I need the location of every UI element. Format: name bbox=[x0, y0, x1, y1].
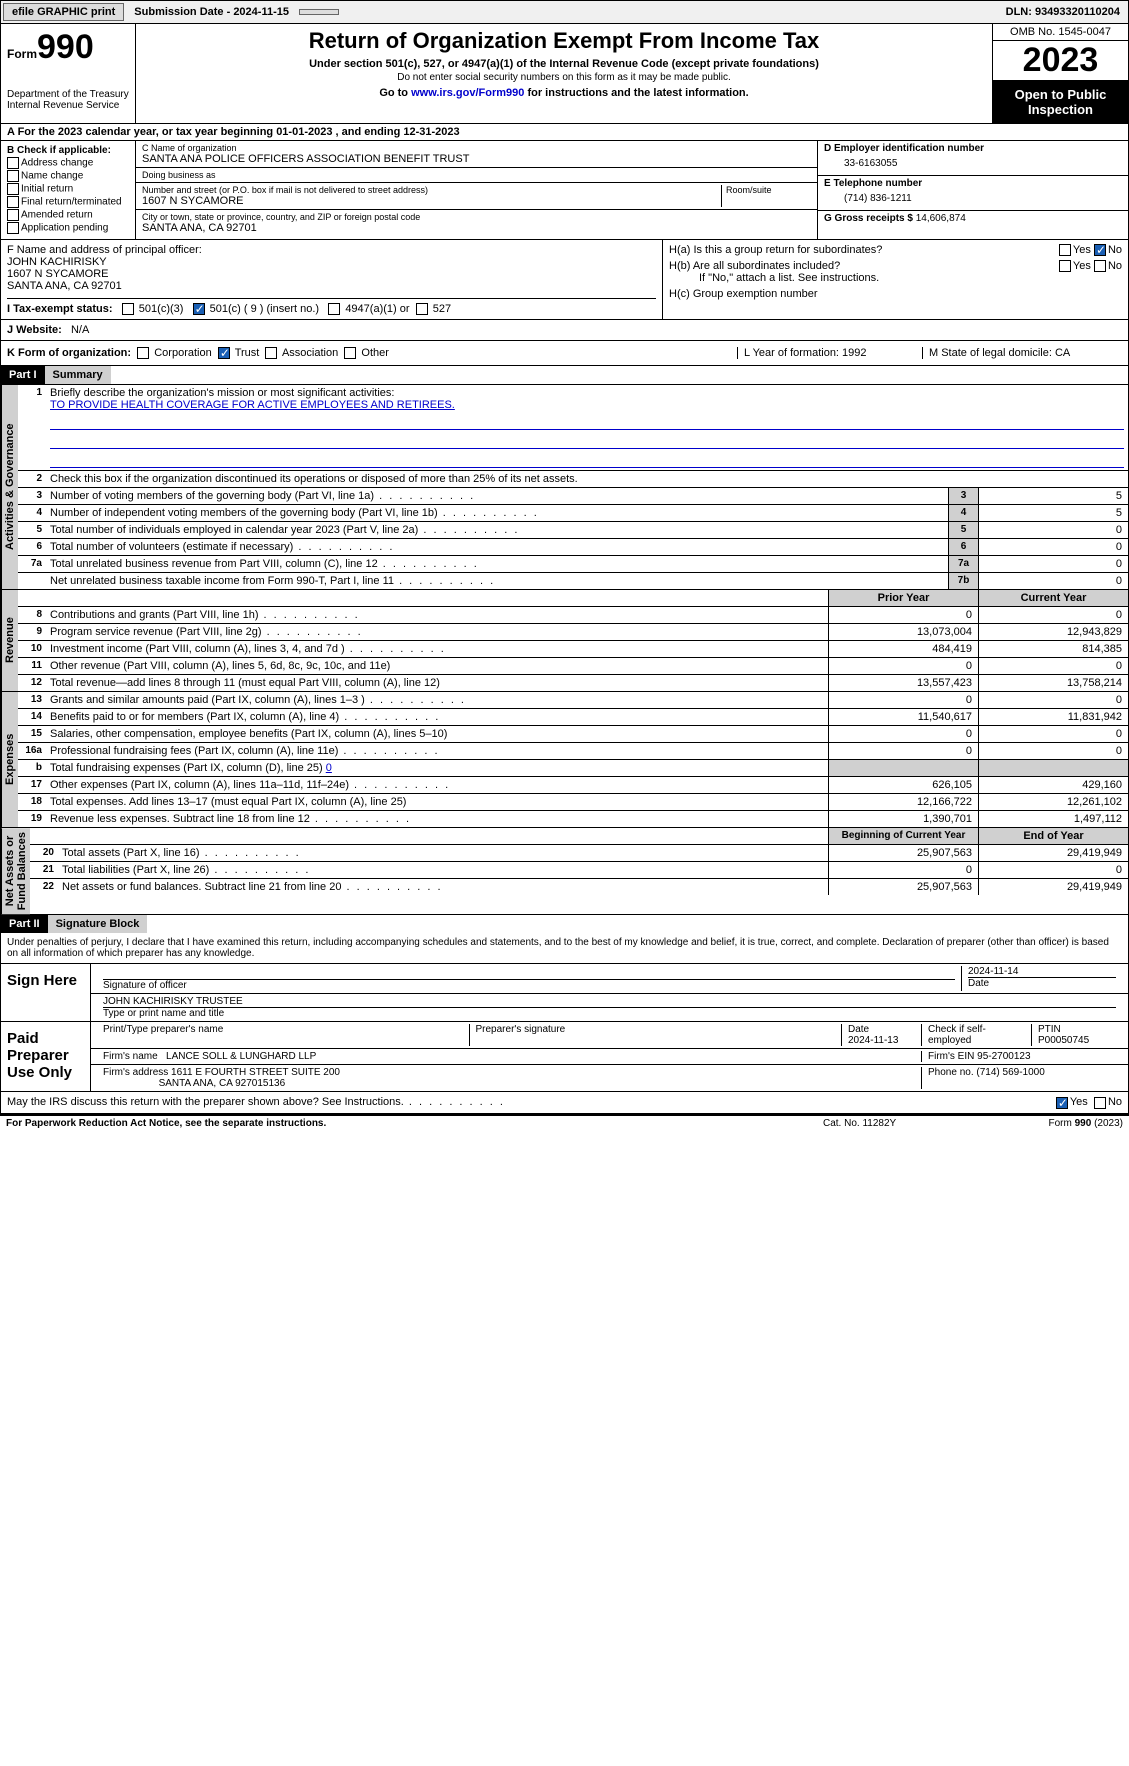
box-deg: D Employer identification number 33-6163… bbox=[818, 141, 1128, 239]
state-domicile: M State of legal domicile: CA bbox=[922, 347, 1122, 359]
discuss-no[interactable] bbox=[1094, 1097, 1106, 1109]
org-name: SANTA ANA POLICE OFFICERS ASSOCIATION BE… bbox=[142, 153, 811, 165]
v7b: 0 bbox=[978, 573, 1128, 589]
omb-number: OMB No. 1545-0047 bbox=[993, 24, 1128, 41]
checkbox-4947[interactable] bbox=[328, 303, 340, 315]
box-b: B Check if applicable: Address change Na… bbox=[1, 141, 136, 239]
row-fh: F Name and address of principal officer:… bbox=[0, 240, 1129, 320]
hb-yes[interactable] bbox=[1059, 260, 1071, 272]
section-netassets: Net Assets or Fund Balances Beginning of… bbox=[0, 828, 1129, 915]
officer-sig-name: JOHN KACHIRISKY TRUSTEE bbox=[103, 996, 1116, 1008]
k-corp[interactable] bbox=[137, 347, 149, 359]
v4: 5 bbox=[978, 505, 1128, 521]
goto-line: Go to www.irs.gov/Form990 for instructio… bbox=[142, 87, 986, 99]
perjury-declaration: Under penalties of perjury, I declare th… bbox=[1, 933, 1128, 964]
row-a-tax-year: A For the 2023 calendar year, or tax yea… bbox=[0, 123, 1129, 141]
part1-header: Part ISummary bbox=[0, 366, 1129, 384]
submission-date: Submission Date - 2024-11-15 bbox=[126, 4, 297, 20]
k-trust[interactable] bbox=[218, 347, 230, 359]
mission: TO PROVIDE HEALTH COVERAGE FOR ACTIVE EM… bbox=[50, 399, 455, 411]
checkbox-501c3[interactable] bbox=[122, 303, 134, 315]
department: Department of the Treasury Internal Reve… bbox=[7, 89, 129, 111]
year-formation: L Year of formation: 1992 bbox=[737, 347, 922, 359]
paid-preparer-label: Paid Preparer Use Only bbox=[1, 1022, 91, 1091]
checkbox-527[interactable] bbox=[416, 303, 428, 315]
entity-grid: B Check if applicable: Address change Na… bbox=[0, 141, 1129, 240]
form-subtitle: Under section 501(c), 527, or 4947(a)(1)… bbox=[142, 58, 986, 70]
discuss-yes[interactable] bbox=[1056, 1097, 1068, 1109]
website: N/A bbox=[71, 324, 89, 336]
box-h: H(a) Is this a group return for subordin… bbox=[663, 240, 1128, 319]
ha-no[interactable] bbox=[1094, 244, 1106, 256]
tax-year: 2023 bbox=[993, 41, 1128, 81]
v5: 0 bbox=[978, 522, 1128, 538]
officer-name: JOHN KACHIRISKY bbox=[7, 256, 656, 268]
box-c: C Name of organization SANTA ANA POLICE … bbox=[136, 141, 818, 239]
section-activities: Activities & Governance 1 Briefly descri… bbox=[0, 384, 1129, 590]
section-expenses: Expenses 13Grants and similar amounts pa… bbox=[0, 692, 1129, 828]
firm-phone: (714) 569-1000 bbox=[976, 1067, 1044, 1078]
no-ssn-note: Do not enter social security numbers on … bbox=[142, 72, 986, 83]
signature-block: Under penalties of perjury, I declare th… bbox=[0, 933, 1129, 1113]
v6: 0 bbox=[978, 539, 1128, 555]
gross-receipts: 14,606,874 bbox=[916, 213, 966, 224]
firm-name: LANCE SOLL & LUNGHARD LLP bbox=[166, 1051, 316, 1062]
blank-button bbox=[299, 9, 339, 15]
sign-here-label: Sign Here bbox=[1, 964, 91, 1021]
form-number: Form990 bbox=[7, 28, 129, 67]
discuss-row: May the IRS discuss this return with the… bbox=[1, 1091, 1128, 1112]
phone: (714) 836-1211 bbox=[824, 189, 1122, 208]
hb-no[interactable] bbox=[1094, 260, 1106, 272]
row-j: J Website: N/A bbox=[0, 320, 1129, 341]
org-city: SANTA ANA, CA 92701 bbox=[142, 222, 811, 234]
part2-header: Part IISignature Block bbox=[0, 915, 1129, 933]
k-assoc[interactable] bbox=[265, 347, 277, 359]
firm-ein: 95-2700123 bbox=[977, 1051, 1030, 1062]
section-revenue: Revenue Prior YearCurrent Year 8Contribu… bbox=[0, 590, 1129, 692]
checkbox-501c[interactable] bbox=[193, 303, 205, 315]
open-to-public: Open to Public Inspection bbox=[993, 81, 1128, 123]
form-title: Return of Organization Exempt From Incom… bbox=[142, 28, 986, 54]
box-f: F Name and address of principal officer:… bbox=[1, 240, 663, 319]
top-bar: efile GRAPHIC print Submission Date - 20… bbox=[0, 0, 1129, 24]
v3: 5 bbox=[978, 488, 1128, 504]
dln: DLN: 93493320110204 bbox=[998, 4, 1128, 20]
footer: For Paperwork Reduction Act Notice, see … bbox=[0, 1114, 1129, 1131]
row-k: K Form of organization: Corporation Trus… bbox=[0, 341, 1129, 366]
form-header: Form990 Department of the Treasury Inter… bbox=[0, 24, 1129, 123]
ha-yes[interactable] bbox=[1059, 244, 1071, 256]
efile-print-button[interactable]: efile GRAPHIC print bbox=[3, 3, 124, 21]
ptin: P00050745 bbox=[1038, 1035, 1089, 1046]
form990-link[interactable]: www.irs.gov/Form990 bbox=[411, 87, 524, 99]
v7a: 0 bbox=[978, 556, 1128, 572]
k-other[interactable] bbox=[344, 347, 356, 359]
ein: 33-6163055 bbox=[824, 154, 1122, 173]
org-address: 1607 N SYCAMORE bbox=[142, 195, 721, 207]
